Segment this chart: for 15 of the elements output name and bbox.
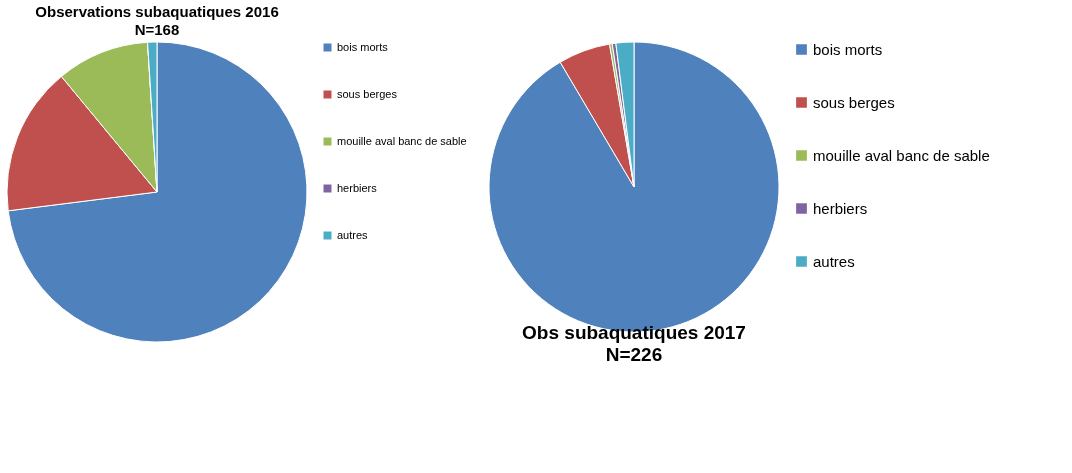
pie-slice bbox=[7, 41, 308, 343]
legend-label: bois morts bbox=[813, 40, 883, 58]
text: Obs subaquatiques 2017 bbox=[522, 322, 746, 343]
chart-title: Observations subaquatiques 2016 bbox=[35, 3, 279, 20]
chart-subtitle: N=168 bbox=[134, 21, 180, 38]
legend-label: mouille aval banc de sable bbox=[813, 146, 990, 164]
legend-label: sous berges bbox=[337, 87, 398, 100]
legend-label: herbiers bbox=[813, 199, 868, 217]
legend-label: bois morts bbox=[337, 40, 389, 53]
legend-label: mouille aval banc de sable bbox=[337, 134, 467, 147]
legend-label: herbiers bbox=[337, 181, 378, 194]
text: N=226 bbox=[605, 344, 663, 365]
legend-label: autres bbox=[813, 252, 855, 270]
legend-label: autres bbox=[337, 228, 369, 241]
legend-label: sous berges bbox=[813, 93, 895, 111]
